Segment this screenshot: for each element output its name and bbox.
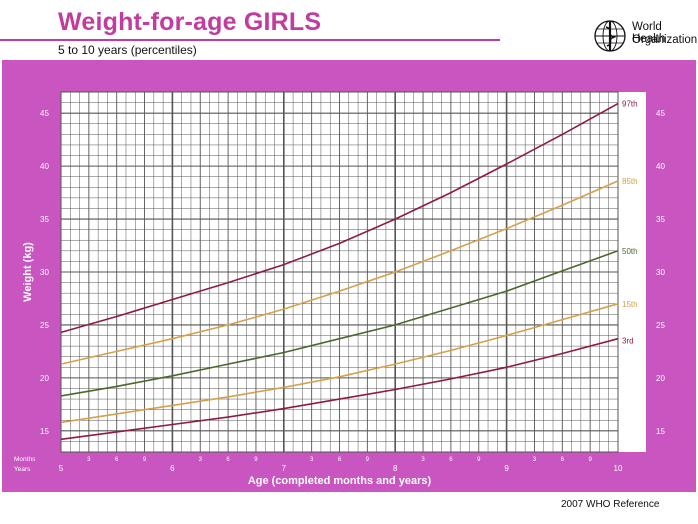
x-tick-label-month: 6 [226,457,230,463]
x-tick-label-month: 6 [115,457,119,463]
series-label-15th: 15th [622,300,638,309]
x-tick-label-year: 7 [282,464,287,473]
series-line-3rd [60,337,619,441]
x-tick-label-month: 3 [199,457,203,463]
y-axis-title: Weight (kg) [22,242,34,302]
x-tick-label-month: 6 [449,457,453,463]
y-tick-label-left: 30 [40,268,49,277]
x-tick-label-year: 5 [59,464,64,473]
y-tick-label-right: 15 [656,427,665,436]
chart-title: Weight-for-age GIRLS [58,8,322,36]
y-tick-label-left: 35 [40,215,49,224]
grid-lines [61,91,618,453]
series-line-97th [60,102,619,334]
series-label-97th: 97th [622,100,638,109]
y-tick-label-right: 30 [656,268,665,277]
x-tick-label-year: 10 [614,464,623,473]
x-tick-label-month: 9 [254,457,258,463]
reference-note: 2007 WHO Reference [561,499,660,510]
x-tick-label-month: 3 [533,457,537,463]
y-tick-label-right: 40 [656,162,665,171]
x-tick-label-month: 9 [477,457,481,463]
x-tick-label-month: 6 [561,457,565,463]
series-line-50th [60,250,619,397]
y-tick-label-left: 15 [40,427,49,436]
x-tick-label-month: 3 [310,457,314,463]
who-emblem-icon [594,20,626,52]
x-tick-label-month: 9 [143,457,147,463]
who-org-name-line2: Organization [632,34,698,46]
title-divider [0,39,500,41]
x-tick-label-month: 3 [87,457,91,463]
x-row-label-months: Months [14,456,36,463]
chart-subtitle: 5 to 10 years (percentiles) [58,43,197,57]
x-tick-label-year: 9 [504,464,509,473]
who-org-name-line1: World Health [632,21,666,45]
series-label-3rd: 3rd [622,337,634,346]
y-tick-label-left: 20 [40,374,49,383]
y-tick-label-right: 20 [656,374,665,383]
plot-border [60,91,619,453]
y-tick-label-left: 40 [40,162,49,171]
x-tick-label-month: 9 [588,457,592,463]
series-label-50th: 50th [622,247,638,256]
x-axis-title: Age (completed months and years) [248,475,432,487]
x-row-label-years: Years [14,466,31,473]
x-tick-label-year: 6 [170,464,175,473]
x-tick-label-month: 6 [338,457,342,463]
y-tick-label-right: 35 [656,215,665,224]
y-tick-label-left: 45 [40,109,49,118]
x-tick-label-year: 8 [393,464,398,473]
y-tick-label-left: 25 [40,321,49,330]
series-line-85th [60,180,619,365]
series-label-85th: 85th [622,177,638,186]
y-tick-label-right: 25 [656,321,665,330]
watermark: 大数跨境 [8,505,57,519]
y-tick-label-right: 45 [656,109,665,118]
x-tick-label-month: 3 [421,457,425,463]
x-tick-label-month: 9 [366,457,370,463]
series-line-15th [60,303,619,424]
